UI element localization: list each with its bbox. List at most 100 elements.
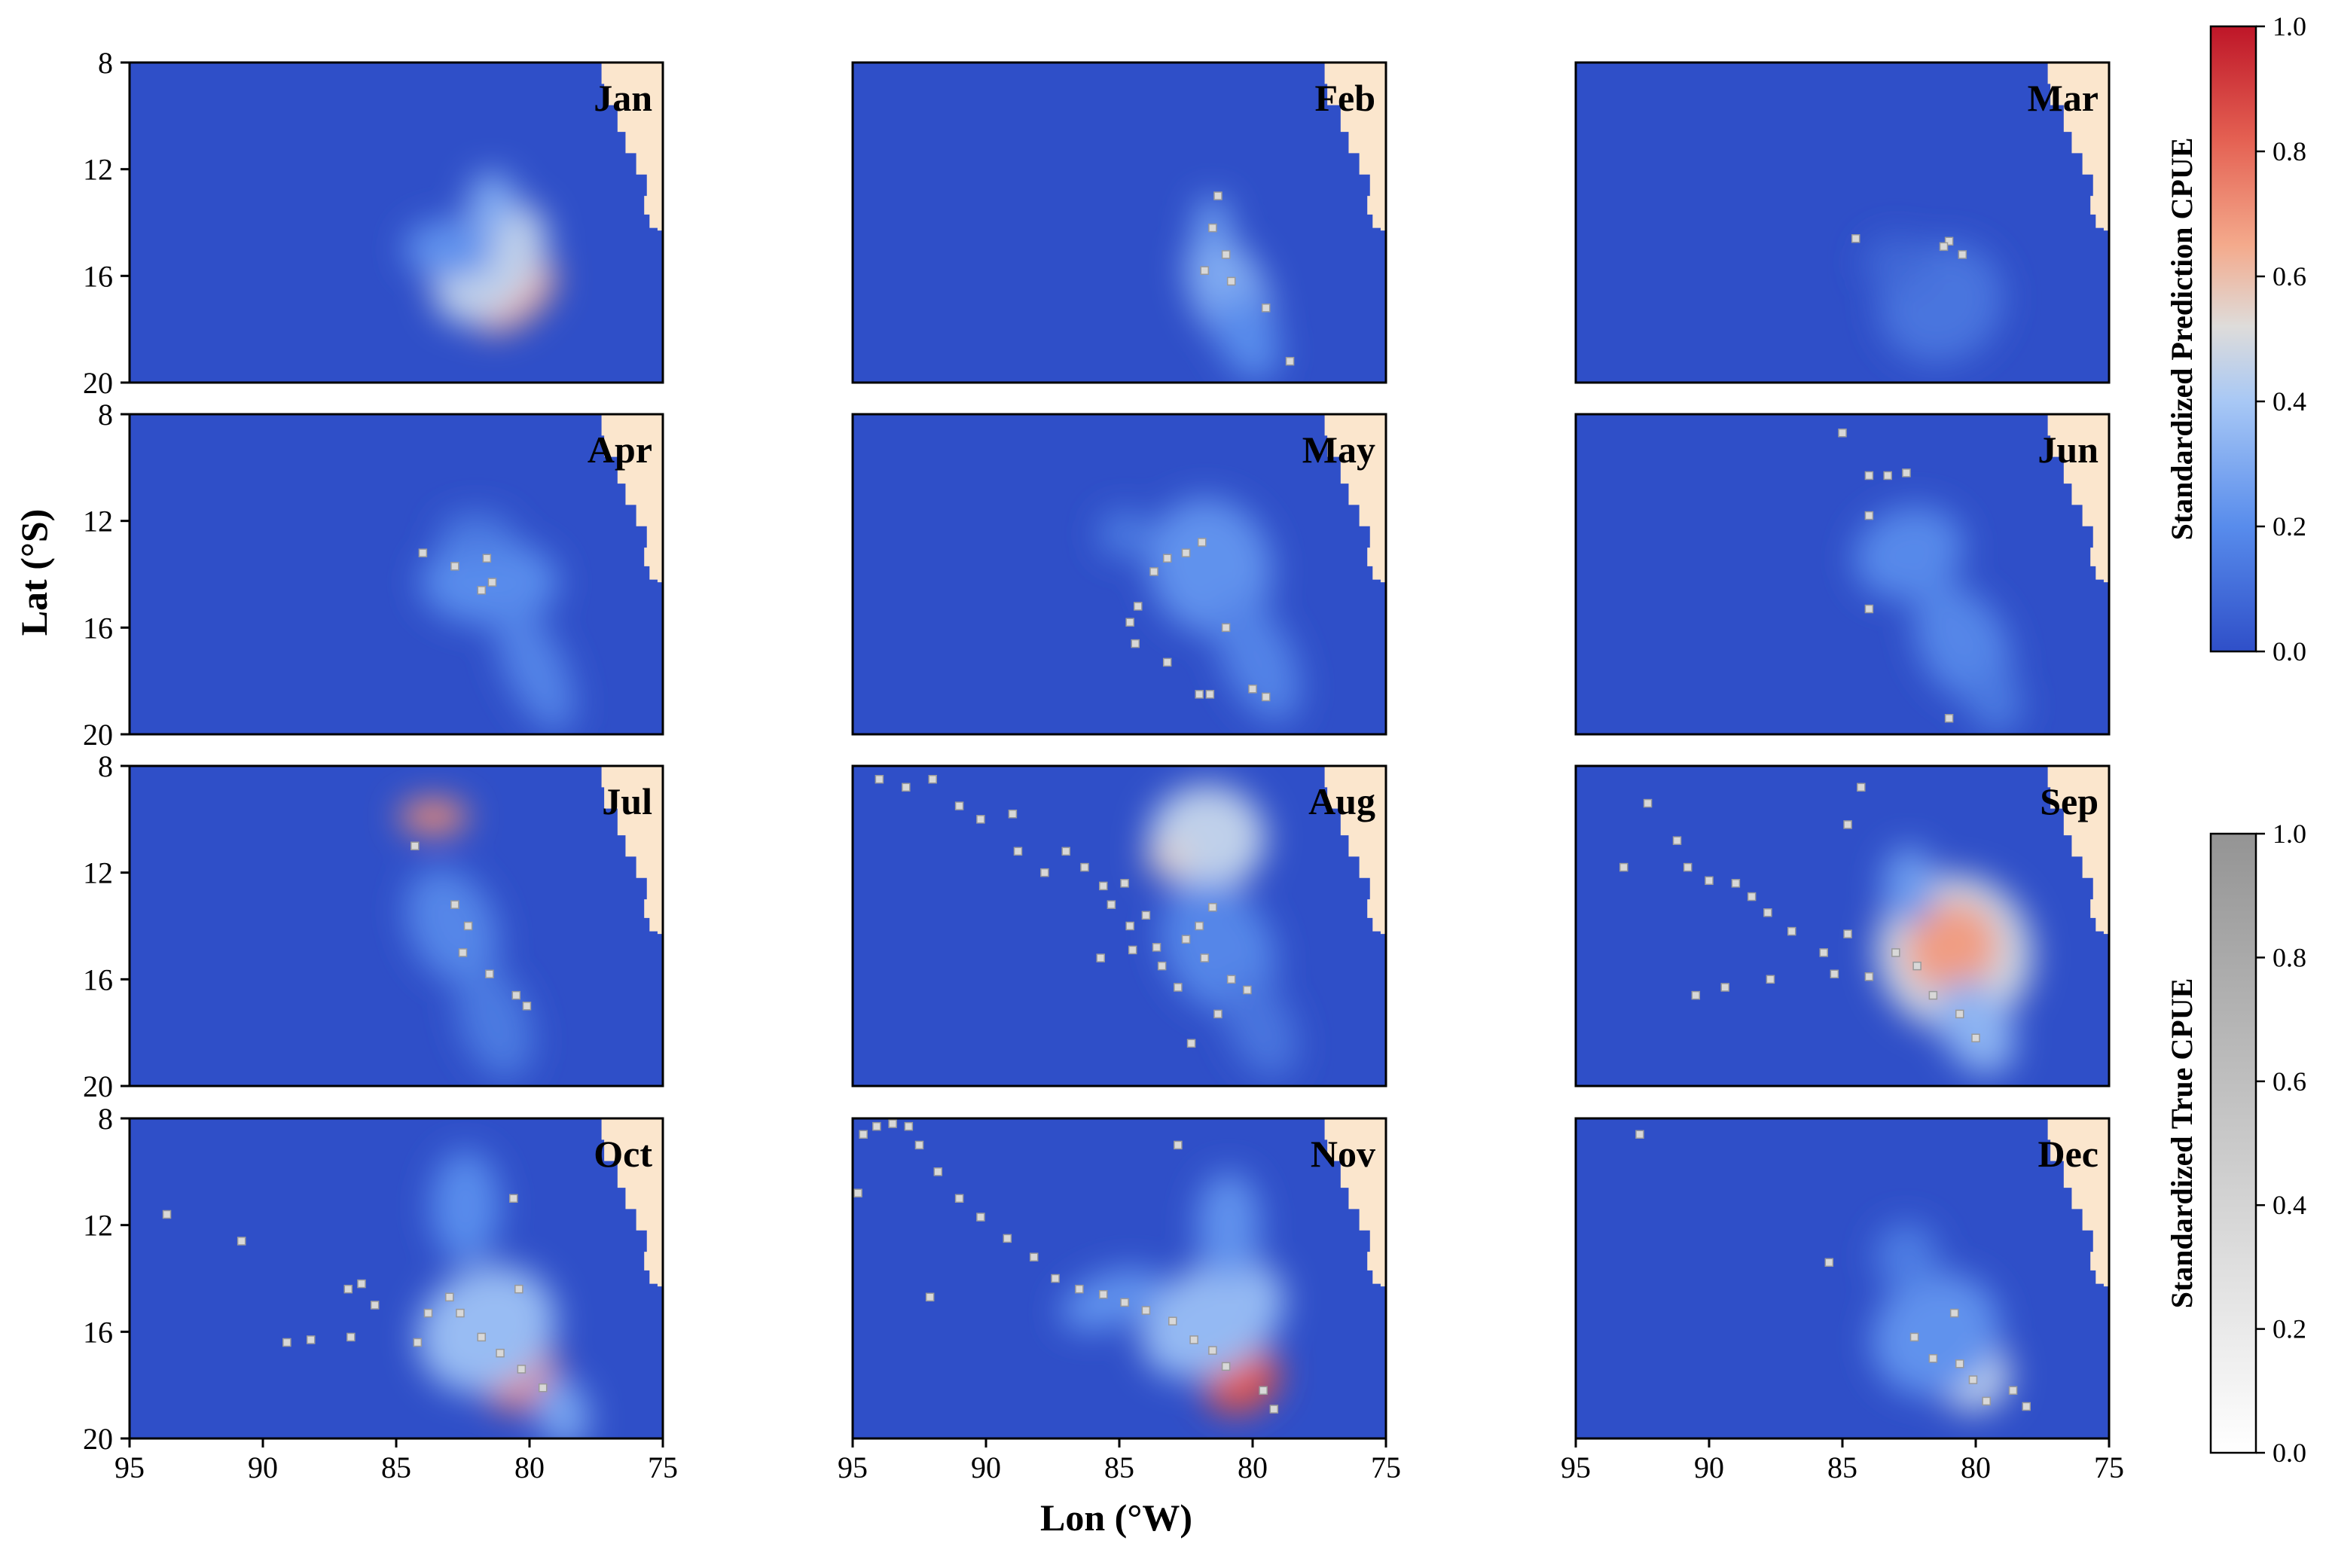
true-cpue-points [853,1119,1279,1414]
true-cpue-point [933,1167,943,1176]
colorbar-bar [2209,25,2257,653]
colorbar-tick-label: 0.0 [2273,1438,2306,1468]
true-cpue-point [1174,983,1183,992]
true-cpue-point [1843,929,1852,938]
true-cpue-point [1141,1306,1151,1315]
true-cpue-point [1040,868,1049,877]
month-label: Oct [594,1133,652,1175]
true-cpue-point [162,1210,172,1219]
prediction-blob [1904,901,1999,994]
prediction-blob [1146,843,1189,876]
true-cpue-point [456,1308,465,1318]
panel-may: May [851,413,1387,736]
colorbar-tick-label: 0.4 [2273,1190,2306,1220]
true-cpue-point [1221,250,1231,259]
month-label: Jun [2037,429,2099,471]
true-cpue-point [343,1284,353,1294]
x-tick-label: 75 [2094,1451,2124,1484]
prediction-field [1871,1222,2011,1412]
x-tick-label: 90 [248,1451,278,1484]
true-cpue-points [1619,782,1980,1042]
true-cpue-point [904,1121,914,1131]
month-label: May [1302,429,1375,471]
prediction-field [1060,1171,1285,1414]
y-tick-label: 20 [83,718,113,752]
prediction-blob [1871,1273,2001,1396]
true-cpue-point [1955,1009,1964,1019]
true-cpue-point [1200,953,1210,962]
prediction-blob [533,1375,590,1438]
land-area [2047,1118,2109,1287]
true-cpue-point [1944,714,1954,723]
colorbar-true: 0.0 0.2 0.4 0.6 0.8 1.0 Standardized True CPUE [2165,819,2306,1468]
true-cpue-point [346,1332,356,1342]
ocean-background [130,414,663,734]
true-cpue-point [282,1338,292,1347]
colorbars-group: 0.0 0.2 0.4 0.6 0.8 1.0 Standardized Predictio… [2165,11,2306,1468]
x-tick-label: 95 [114,1451,145,1484]
x-tick-label: 75 [648,1451,678,1484]
true-cpue-point [538,1383,548,1393]
panel-mar: Mar [1574,61,2111,384]
land-area [601,63,663,231]
month-label: Apr [588,429,652,471]
true-cpue-point [1971,1033,1980,1042]
x-tick-label: 95 [838,1451,868,1484]
month-label: Jan [594,77,652,119]
colorbar-prediction: 0.0 0.2 0.4 0.6 0.8 1.0 Standardized Predictio… [2165,11,2306,667]
true-cpue-point [1944,236,1954,246]
true-cpue-point [1691,990,1701,1000]
true-cpue-point [413,1338,423,1347]
true-cpue-point [1883,471,1892,480]
true-cpue-point [1864,471,1874,480]
x-tick-label: 85 [381,1451,411,1484]
prediction-blob [1060,1268,1163,1331]
x-tick-label: 80 [1961,1451,1991,1484]
prediction-blob [495,603,575,732]
true-cpue-point [1195,921,1204,931]
true-cpue-point [1226,276,1236,286]
true-cpue-point [1186,1039,1196,1048]
land-area [601,766,663,935]
prediction-blob [431,1150,501,1263]
true-cpue-point [463,921,473,931]
x-tick-label: 80 [1238,1451,1268,1484]
true-cpue-point [1705,876,1714,886]
y-tick-label: 8 [98,398,113,432]
colorbar-tick-label: 1.0 [2273,11,2306,41]
ocean-background [1576,766,2109,1086]
true-cpue-point [1125,618,1134,627]
true-cpue-point [914,1140,924,1150]
prediction-blob [1936,980,2016,1075]
panel-frame [1574,61,2111,384]
x-tick-label: 90 [971,1451,1001,1484]
true-cpue-point [954,801,964,810]
true-cpue-point [1013,847,1023,856]
true-cpue-point [1635,1130,1644,1139]
true-cpue-point [1152,943,1161,952]
true-cpue-point [1248,685,1257,694]
colorbar-bar [2209,832,2257,1454]
true-cpue-point [1982,1396,1991,1406]
true-cpue-point [1912,961,1922,971]
land-area [2047,414,2109,583]
true-cpue-point [514,1284,523,1294]
true-cpue-point [1226,975,1236,984]
true-cpue-point [1909,1332,1919,1342]
prediction-blob [1882,846,1936,926]
colorbar-tick-label: 1.0 [2273,819,2306,849]
y-tick-label: 12 [83,1209,113,1243]
true-cpue-point [1830,969,1839,978]
true-cpue-point [2008,1386,2018,1395]
true-cpue-point [237,1237,246,1246]
colorbar-tick-label: 0.8 [2273,136,2306,166]
true-cpue-point [928,774,937,784]
colorbar-tick-label: 0.8 [2273,942,2306,972]
panel-frame [128,413,664,736]
ocean-background [853,63,1386,383]
true-cpue-point [1134,602,1143,611]
panel-frame [851,413,1387,736]
true-cpue-point [509,1194,518,1203]
true-cpue-point [1107,900,1116,909]
